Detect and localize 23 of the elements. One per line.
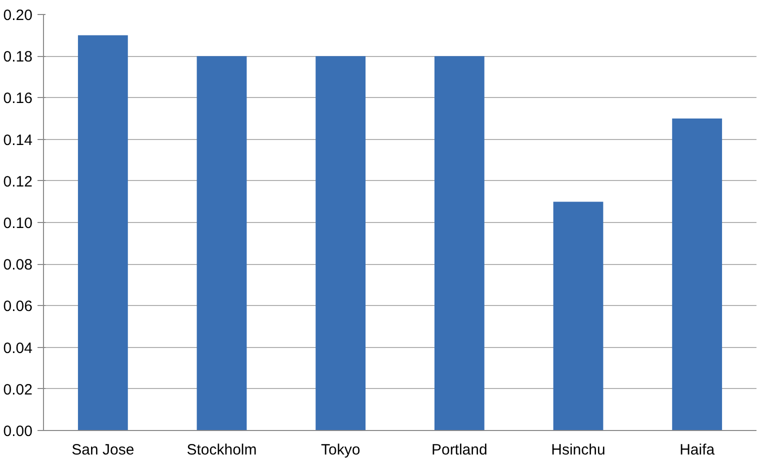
y-tick-label: 0.20 xyxy=(3,7,33,24)
bar xyxy=(553,202,604,430)
x-tick-label: Tokyo xyxy=(320,442,360,458)
bar xyxy=(196,56,247,430)
bar xyxy=(78,35,128,430)
x-tick-label: Portland xyxy=(431,442,488,458)
y-tick-label: 0.04 xyxy=(3,340,33,357)
x-tick-label: Stockholm xyxy=(186,442,257,458)
bar xyxy=(672,118,722,430)
bar xyxy=(316,56,366,430)
bar xyxy=(434,56,484,430)
y-tick-label: 0.16 xyxy=(3,90,33,108)
y-tick-label: 0.08 xyxy=(3,256,33,274)
y-tick-label: 0.02 xyxy=(3,381,33,398)
y-tick-label: 0.12 xyxy=(3,173,33,190)
y-tick-label: 0.00 xyxy=(3,423,33,440)
x-tick-label: Hsinchu xyxy=(551,442,606,458)
y-tick-label: 0.06 xyxy=(3,298,33,316)
y-tick-label: 0.18 xyxy=(3,48,33,66)
x-tick-label: San Jose xyxy=(72,442,134,458)
x-tick-label: Haifa xyxy=(680,442,716,458)
y-tick-label: 0.10 xyxy=(3,215,33,232)
y-tick-label: 0.14 xyxy=(3,132,33,149)
